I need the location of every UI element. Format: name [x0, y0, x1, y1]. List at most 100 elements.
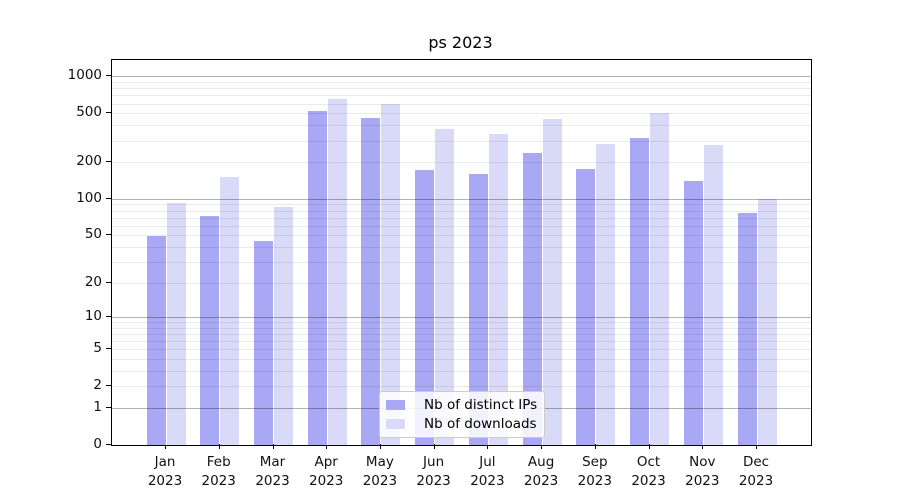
bar-nb-of-downloads-sep-2023: [596, 144, 616, 445]
legend-item: Nb of downloads: [386, 416, 537, 432]
x-tick: [756, 444, 757, 449]
legend-swatch-distinct-ips-icon: [386, 400, 405, 410]
bar-nb-of-distinct-ips-mar-2023: [254, 240, 273, 445]
minor-gridline: [112, 246, 811, 248]
legend: Nb of distinct IPs Nb of downloads: [379, 391, 546, 438]
x-tick-label: Sep 2023: [577, 454, 612, 489]
major-gridline: [112, 198, 811, 200]
y-tick: [106, 385, 111, 387]
major-gridline: [112, 317, 811, 319]
minor-gridline: [112, 341, 811, 343]
y-tick-label: 20: [84, 273, 102, 290]
chart-title: ps 2023: [428, 33, 493, 52]
x-tick: [218, 444, 220, 449]
x-tick: [165, 444, 166, 449]
bar-nb-of-downloads-jun-2023: [435, 129, 455, 445]
x-tick: [326, 444, 328, 449]
bar-nb-of-distinct-ips-sep-2023: [576, 168, 596, 445]
x-tick: [272, 444, 274, 449]
x-tick-label: Jul 2023: [470, 454, 505, 489]
bar-nb-of-distinct-ips-dec-2023: [737, 213, 757, 445]
y-tick-label: 50: [84, 226, 102, 243]
x-tick: [702, 444, 704, 449]
minor-gridline: [112, 334, 811, 336]
x-tick: [487, 444, 489, 449]
bar-nb-of-distinct-ips-oct-2023: [630, 137, 649, 445]
minor-gridline: [112, 386, 811, 388]
legend-label-downloads: Nb of downloads: [424, 416, 537, 432]
minor-gridline: [112, 204, 811, 206]
minor-gridline: [112, 217, 811, 219]
y-tick-label: 1: [93, 399, 102, 415]
bar-nb-of-downloads-dec-2023: [757, 199, 777, 445]
minor-gridline: [112, 282, 811, 284]
minor-gridline: [112, 371, 811, 372]
x-tick-label: May 2023: [362, 454, 398, 489]
minor-gridline: [112, 103, 811, 105]
y-tick: [106, 281, 111, 283]
bar-nb-of-distinct-ips-jan-2023: [146, 236, 166, 445]
minor-gridline: [112, 140, 811, 142]
y-tick-label: 200: [76, 153, 102, 169]
y-tick: [106, 75, 111, 77]
minor-gridline: [112, 322, 811, 324]
y-tick: [106, 407, 111, 408]
minor-gridline: [112, 261, 811, 263]
bar-nb-of-distinct-ips-aug-2023: [522, 153, 542, 445]
minor-gridline: [112, 225, 811, 227]
minor-gridline: [112, 327, 811, 329]
y-tick: [106, 161, 111, 162]
y-tick: [106, 112, 111, 114]
y-tick: [106, 348, 111, 350]
minor-gridline: [112, 88, 811, 90]
bar-nb-of-distinct-ips-jul-2023: [468, 173, 488, 445]
y-tick-label: 500: [76, 104, 102, 121]
bar-nb-of-downloads-apr-2023: [327, 99, 347, 445]
minor-gridline: [112, 235, 811, 237]
bar-nb-of-downloads-nov-2023: [703, 144, 723, 445]
y-tick: [106, 234, 111, 236]
bar-nb-of-distinct-ips-may-2023: [361, 118, 381, 445]
minor-gridline: [112, 210, 811, 212]
bar-nb-of-downloads-jul-2023: [488, 133, 508, 445]
x-tick: [379, 444, 381, 449]
bar-nb-of-downloads-jan-2023: [166, 202, 186, 445]
x-tick-label: Mar 2023: [255, 454, 290, 489]
minor-gridline: [112, 95, 811, 97]
bar-nb-of-downloads-oct-2023: [650, 112, 669, 445]
x-tick: [541, 444, 543, 449]
x-tick-label: Oct 2023: [631, 454, 666, 489]
minor-gridline: [112, 359, 811, 361]
y-tick-label: 100: [76, 189, 102, 206]
plot-area: Nb of distinct IPs Nb of downloads: [111, 59, 812, 446]
y-tick: [106, 444, 111, 445]
x-tick-label: Dec 2023: [738, 454, 774, 489]
minor-gridline: [112, 113, 811, 115]
bar-nb-of-downloads-feb-2023: [220, 176, 240, 445]
legend-label-distinct-ips: Nb of distinct IPs: [424, 397, 538, 413]
x-tick: [433, 444, 435, 449]
y-tick-label: 0: [93, 436, 102, 452]
y-tick-label: 5: [93, 340, 102, 357]
y-tick-label: 1000: [67, 67, 102, 84]
bar-nb-of-downloads-mar-2023: [274, 207, 293, 445]
x-tick-label: Feb 2023: [201, 454, 236, 489]
legend-item: Nb of distinct IPs: [386, 397, 537, 413]
bar-nb-of-downloads-may-2023: [381, 103, 401, 445]
x-tick-label: Apr 2023: [309, 454, 344, 489]
legend-swatch-downloads-icon: [386, 419, 405, 429]
x-tick-label: Nov 2023: [685, 454, 720, 489]
minor-gridline: [112, 82, 811, 83]
minor-gridline: [112, 125, 811, 127]
x-tick: [648, 444, 650, 449]
x-tick-label: Aug 2023: [523, 454, 559, 489]
bar-nb-of-downloads-aug-2023: [542, 118, 562, 445]
bar-nb-of-distinct-ips-feb-2023: [200, 216, 220, 445]
y-tick-label: 10: [84, 308, 102, 325]
y-tick: [106, 197, 111, 199]
y-tick-label: 2: [93, 377, 102, 394]
bar-nb-of-distinct-ips-nov-2023: [683, 181, 703, 445]
x-tick-label: Jan 2023: [147, 454, 183, 489]
bar-nb-of-distinct-ips-jun-2023: [415, 170, 435, 445]
